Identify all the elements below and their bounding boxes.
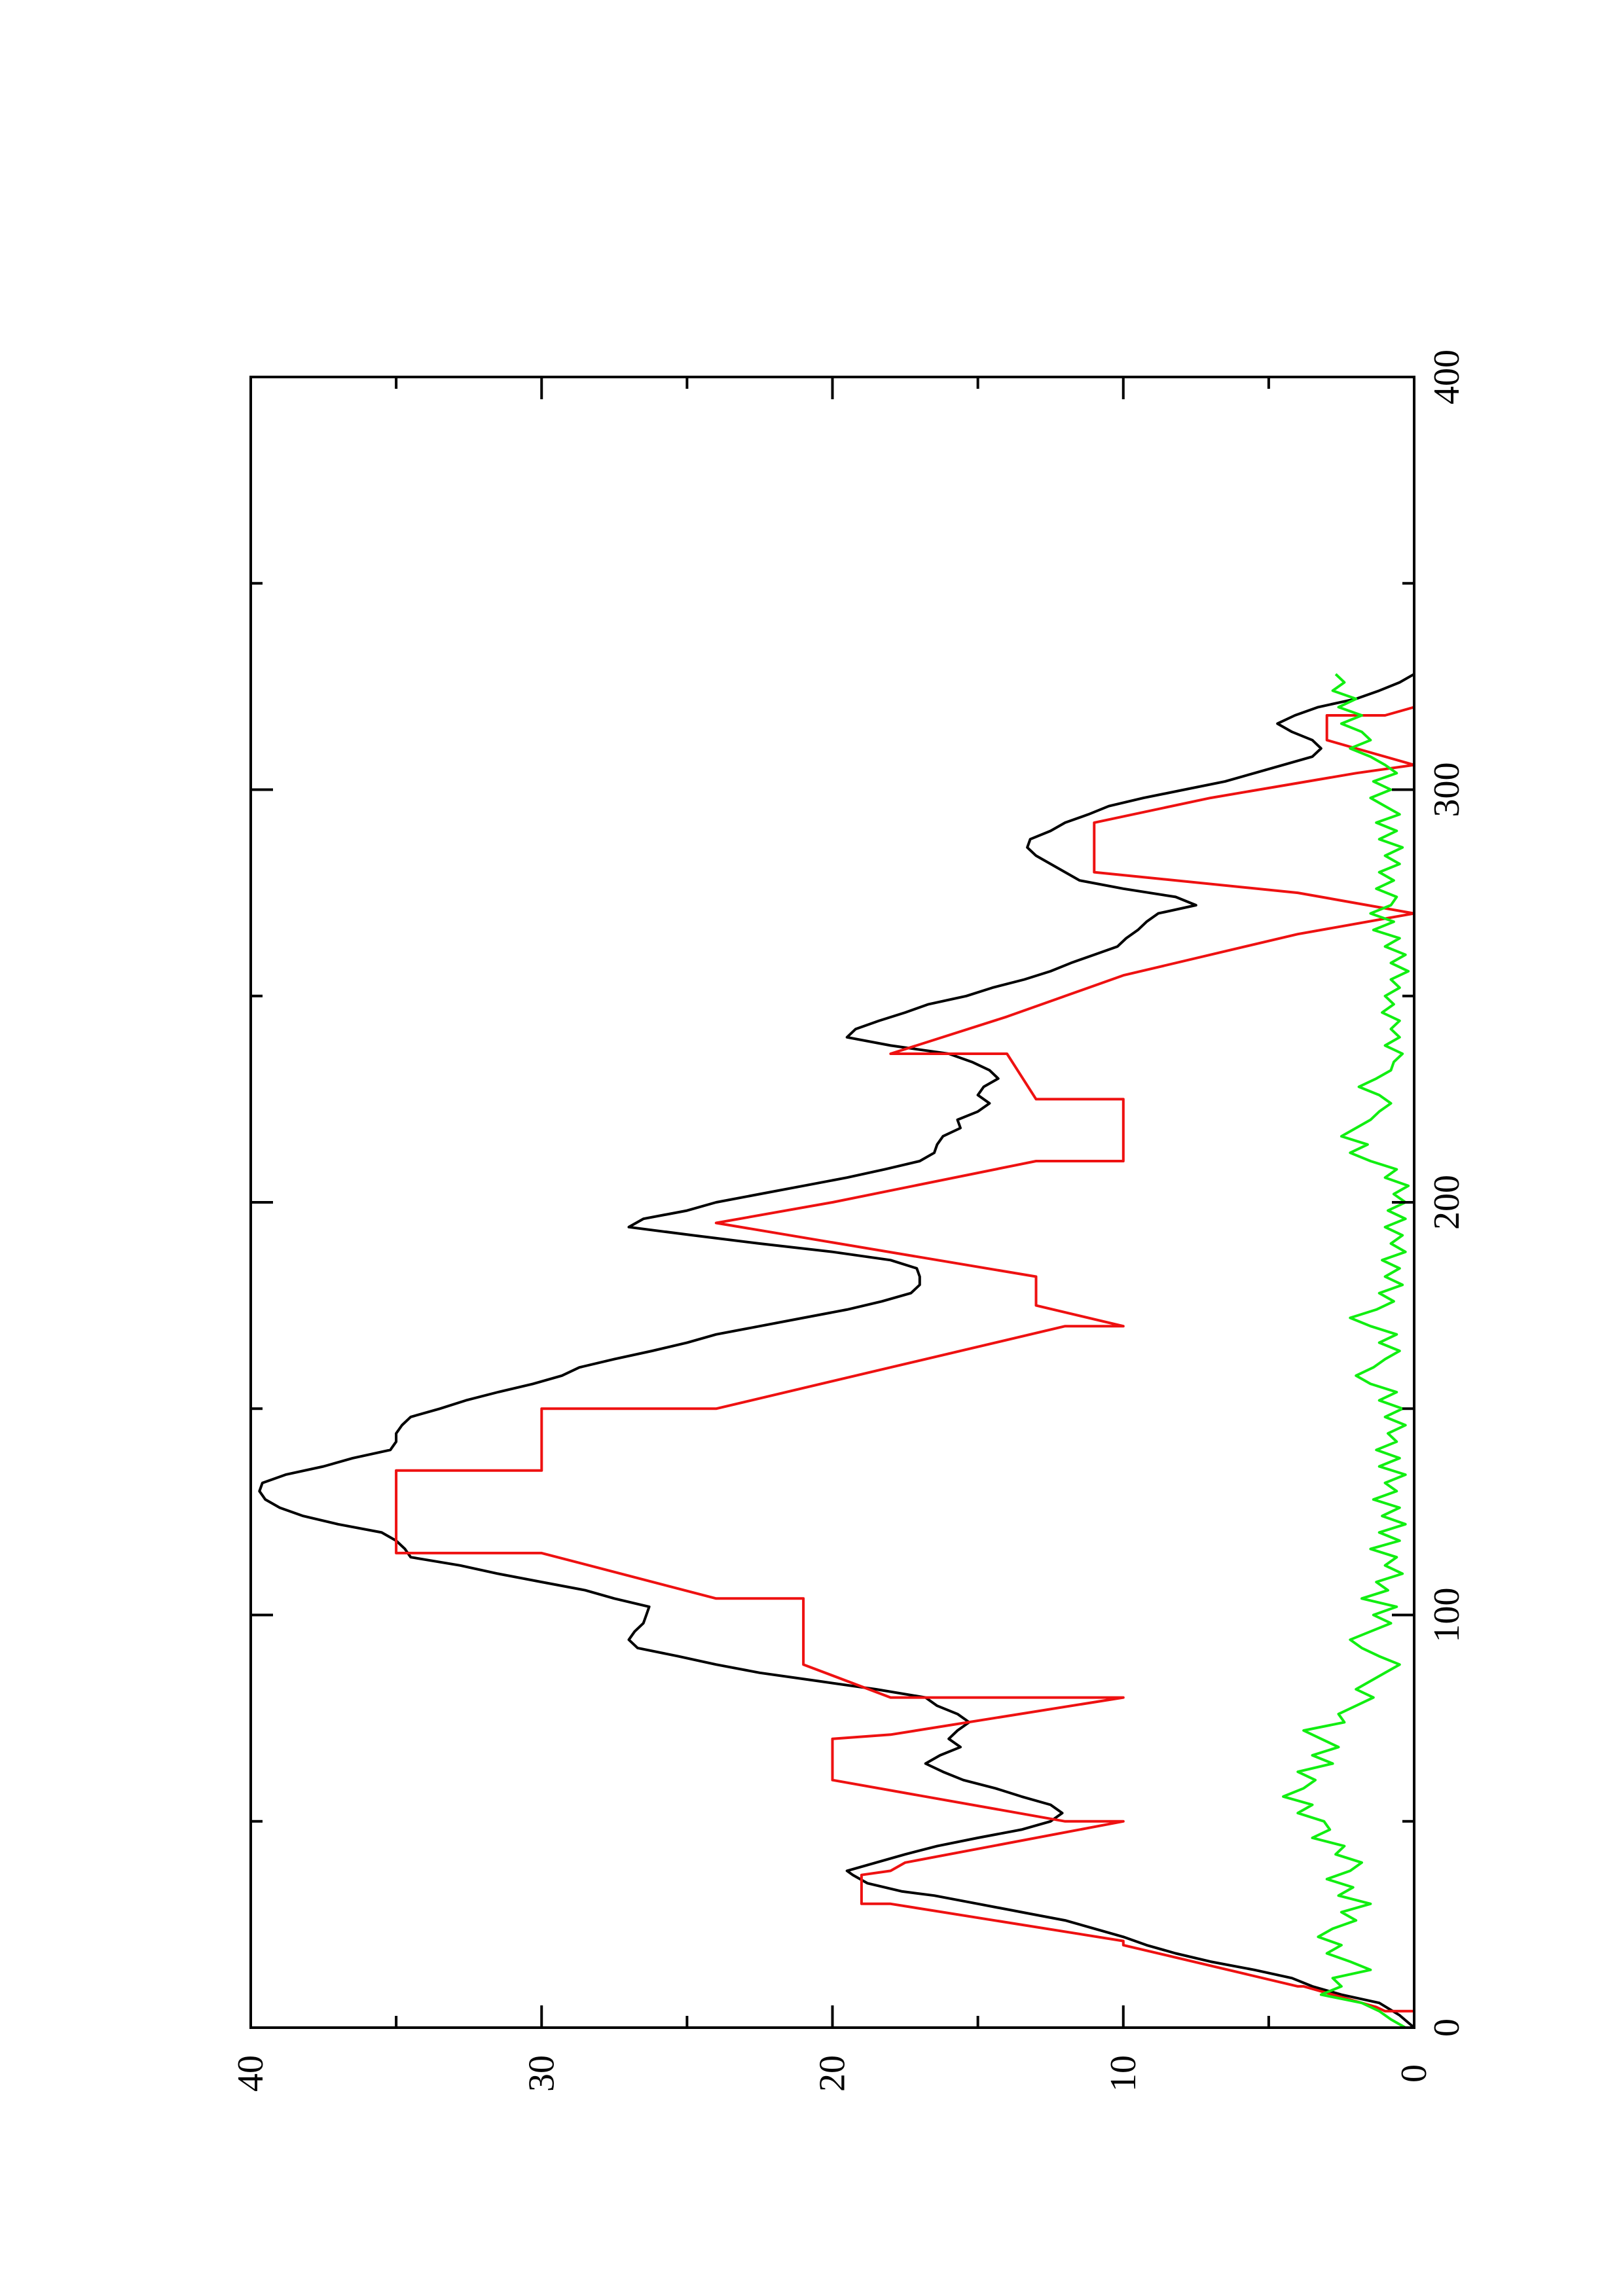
series-line-2 <box>395 706 1415 2013</box>
y-tick-label: 10 <box>1103 2055 1144 2092</box>
series-line-1 <box>258 673 1415 2029</box>
y-tick-label: 0 <box>1394 2064 1434 2083</box>
x-tick-label: 300 <box>1427 762 1467 817</box>
series-line-3 <box>1282 673 1410 2029</box>
series-layer <box>258 673 1415 2029</box>
ticks-layer <box>249 376 1415 2029</box>
x-tick-label: 400 <box>1427 350 1467 404</box>
x-tick-label: 200 <box>1427 1175 1467 1230</box>
labels-layer: 0 100 200 300 400 0 10 20 30 40 <box>230 350 1467 2092</box>
x-tick-label: 100 <box>1427 1588 1467 1643</box>
y-tick-label: 30 <box>521 2055 562 2092</box>
y-tick-label: 40 <box>230 2055 271 2092</box>
x-tick-label: 0 <box>1427 2018 1467 2037</box>
y-tick-label: 20 <box>812 2055 853 2092</box>
